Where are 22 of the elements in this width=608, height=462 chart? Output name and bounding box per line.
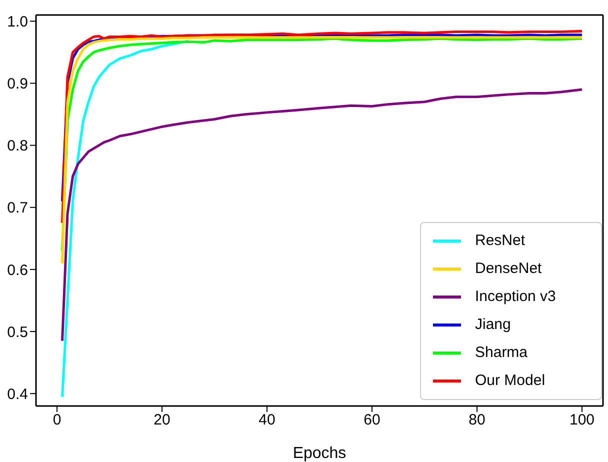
x-tick-label: 40 bbox=[258, 412, 276, 429]
y-tick-label: 1.0 bbox=[7, 14, 28, 31]
x-tick-label: 60 bbox=[364, 412, 380, 429]
line-series bbox=[61, 88, 584, 342]
x-tick-label: 80 bbox=[468, 412, 486, 429]
y-tick-label: 0.5 bbox=[7, 324, 28, 341]
legend-label: Our Model bbox=[475, 371, 546, 391]
legend-label: Jiang bbox=[475, 315, 511, 335]
y-tick-label: 0.4 bbox=[7, 386, 28, 403]
legend-label: ResNet bbox=[475, 231, 526, 251]
line-series bbox=[61, 40, 190, 398]
x-tick-label: 20 bbox=[154, 412, 170, 429]
y-tick-label: 0.7 bbox=[7, 200, 28, 217]
x-axis-title: Epochs bbox=[292, 445, 346, 462]
y-tick-label: 0.8 bbox=[7, 138, 28, 155]
legend-label: DenseNet bbox=[475, 259, 542, 279]
x-tick-label: 100 bbox=[569, 412, 595, 429]
y-tick-label: 0.9 bbox=[7, 76, 28, 93]
legend-label: Inception v3 bbox=[475, 287, 556, 307]
x-tick-label: 0 bbox=[52, 412, 62, 429]
legend-label: Sharma bbox=[475, 343, 528, 363]
y-tick-label: 0.6 bbox=[7, 262, 28, 279]
